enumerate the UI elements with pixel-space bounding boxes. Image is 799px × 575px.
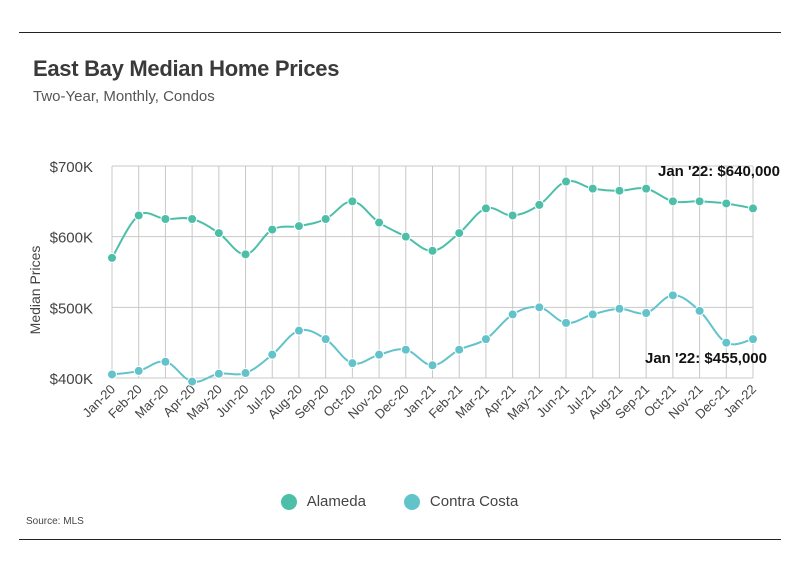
data-point-contra-costa — [480, 334, 491, 345]
data-point-alameda — [694, 196, 705, 207]
data-point-contra-costa — [240, 368, 251, 379]
data-point-contra-costa — [133, 365, 144, 376]
data-point-contra-costa — [107, 369, 117, 380]
data-point-contra-costa — [187, 376, 198, 387]
y-tick-label: $600K — [50, 230, 93, 247]
data-point-contra-costa — [347, 358, 358, 369]
data-point-contra-costa — [667, 290, 678, 301]
data-point-alameda — [374, 217, 385, 228]
data-point-contra-costa — [641, 307, 652, 318]
data-point-contra-costa — [721, 337, 732, 348]
data-point-alameda — [107, 252, 117, 263]
data-point-alameda — [133, 210, 144, 221]
y-tick-label: $700K — [50, 159, 93, 176]
data-point-contra-costa — [427, 360, 438, 371]
chart-title: East Bay Median Home Prices — [33, 56, 340, 81]
data-point-alameda — [454, 228, 465, 239]
data-point-alameda — [293, 221, 304, 232]
data-point-contra-costa — [400, 344, 411, 355]
data-point-alameda — [480, 203, 491, 214]
data-point-contra-costa — [614, 303, 625, 314]
data-point-alameda — [614, 185, 625, 196]
legend-swatch-contra-costa — [403, 493, 420, 510]
legend-swatch-alameda — [280, 493, 297, 510]
data-point-contra-costa — [694, 305, 705, 316]
data-point-contra-costa — [160, 356, 171, 367]
legend-item-contra-costa[interactable]: Contra Costa — [403, 493, 519, 510]
data-point-alameda — [160, 214, 171, 224]
data-point-contra-costa — [587, 309, 598, 320]
data-point-alameda — [320, 214, 331, 224]
legend-item-alameda[interactable]: Alameda — [280, 493, 366, 510]
data-point-alameda — [561, 176, 572, 187]
legend: Alameda Contra Costa — [0, 493, 799, 510]
data-point-contra-costa — [534, 302, 545, 313]
data-point-alameda — [641, 183, 652, 194]
chart-subtitle: Two-Year, Monthly, Condos — [33, 88, 215, 105]
data-point-alameda — [667, 196, 678, 207]
data-point-alameda — [347, 196, 358, 207]
data-point-alameda — [534, 199, 545, 210]
data-point-alameda — [748, 203, 758, 214]
data-point-contra-costa — [293, 325, 304, 336]
data-point-alameda — [187, 214, 198, 224]
data-point-contra-costa — [748, 334, 758, 345]
data-point-contra-costa — [561, 317, 572, 328]
data-point-alameda — [240, 249, 251, 260]
data-point-alameda — [267, 224, 278, 235]
data-point-alameda — [721, 198, 732, 209]
data-point-alameda — [213, 228, 224, 239]
top-rule — [19, 32, 781, 33]
y-tick-label: $400K — [50, 371, 93, 388]
data-point-alameda — [427, 245, 438, 256]
y-tick-label: $500K — [50, 300, 93, 317]
data-point-contra-costa — [267, 349, 278, 360]
annotation-contra-costa: Jan '22: $455,000 — [645, 350, 767, 367]
source-note: Source: MLS — [26, 516, 84, 527]
data-point-alameda — [400, 231, 411, 242]
bottom-rule — [19, 539, 781, 540]
annotation-alameda: Jan '22: $640,000 — [658, 163, 780, 180]
data-point-contra-costa — [374, 349, 385, 360]
data-point-contra-costa — [213, 368, 224, 379]
data-point-contra-costa — [507, 309, 518, 320]
data-point-alameda — [507, 210, 518, 221]
data-point-contra-costa — [454, 344, 465, 355]
legend-label-contra-costa: Contra Costa — [429, 493, 519, 510]
legend-label-alameda: Alameda — [306, 493, 366, 510]
data-point-contra-costa — [320, 334, 331, 345]
y-axis-label: Median Prices — [27, 246, 43, 335]
data-point-alameda — [587, 183, 598, 194]
